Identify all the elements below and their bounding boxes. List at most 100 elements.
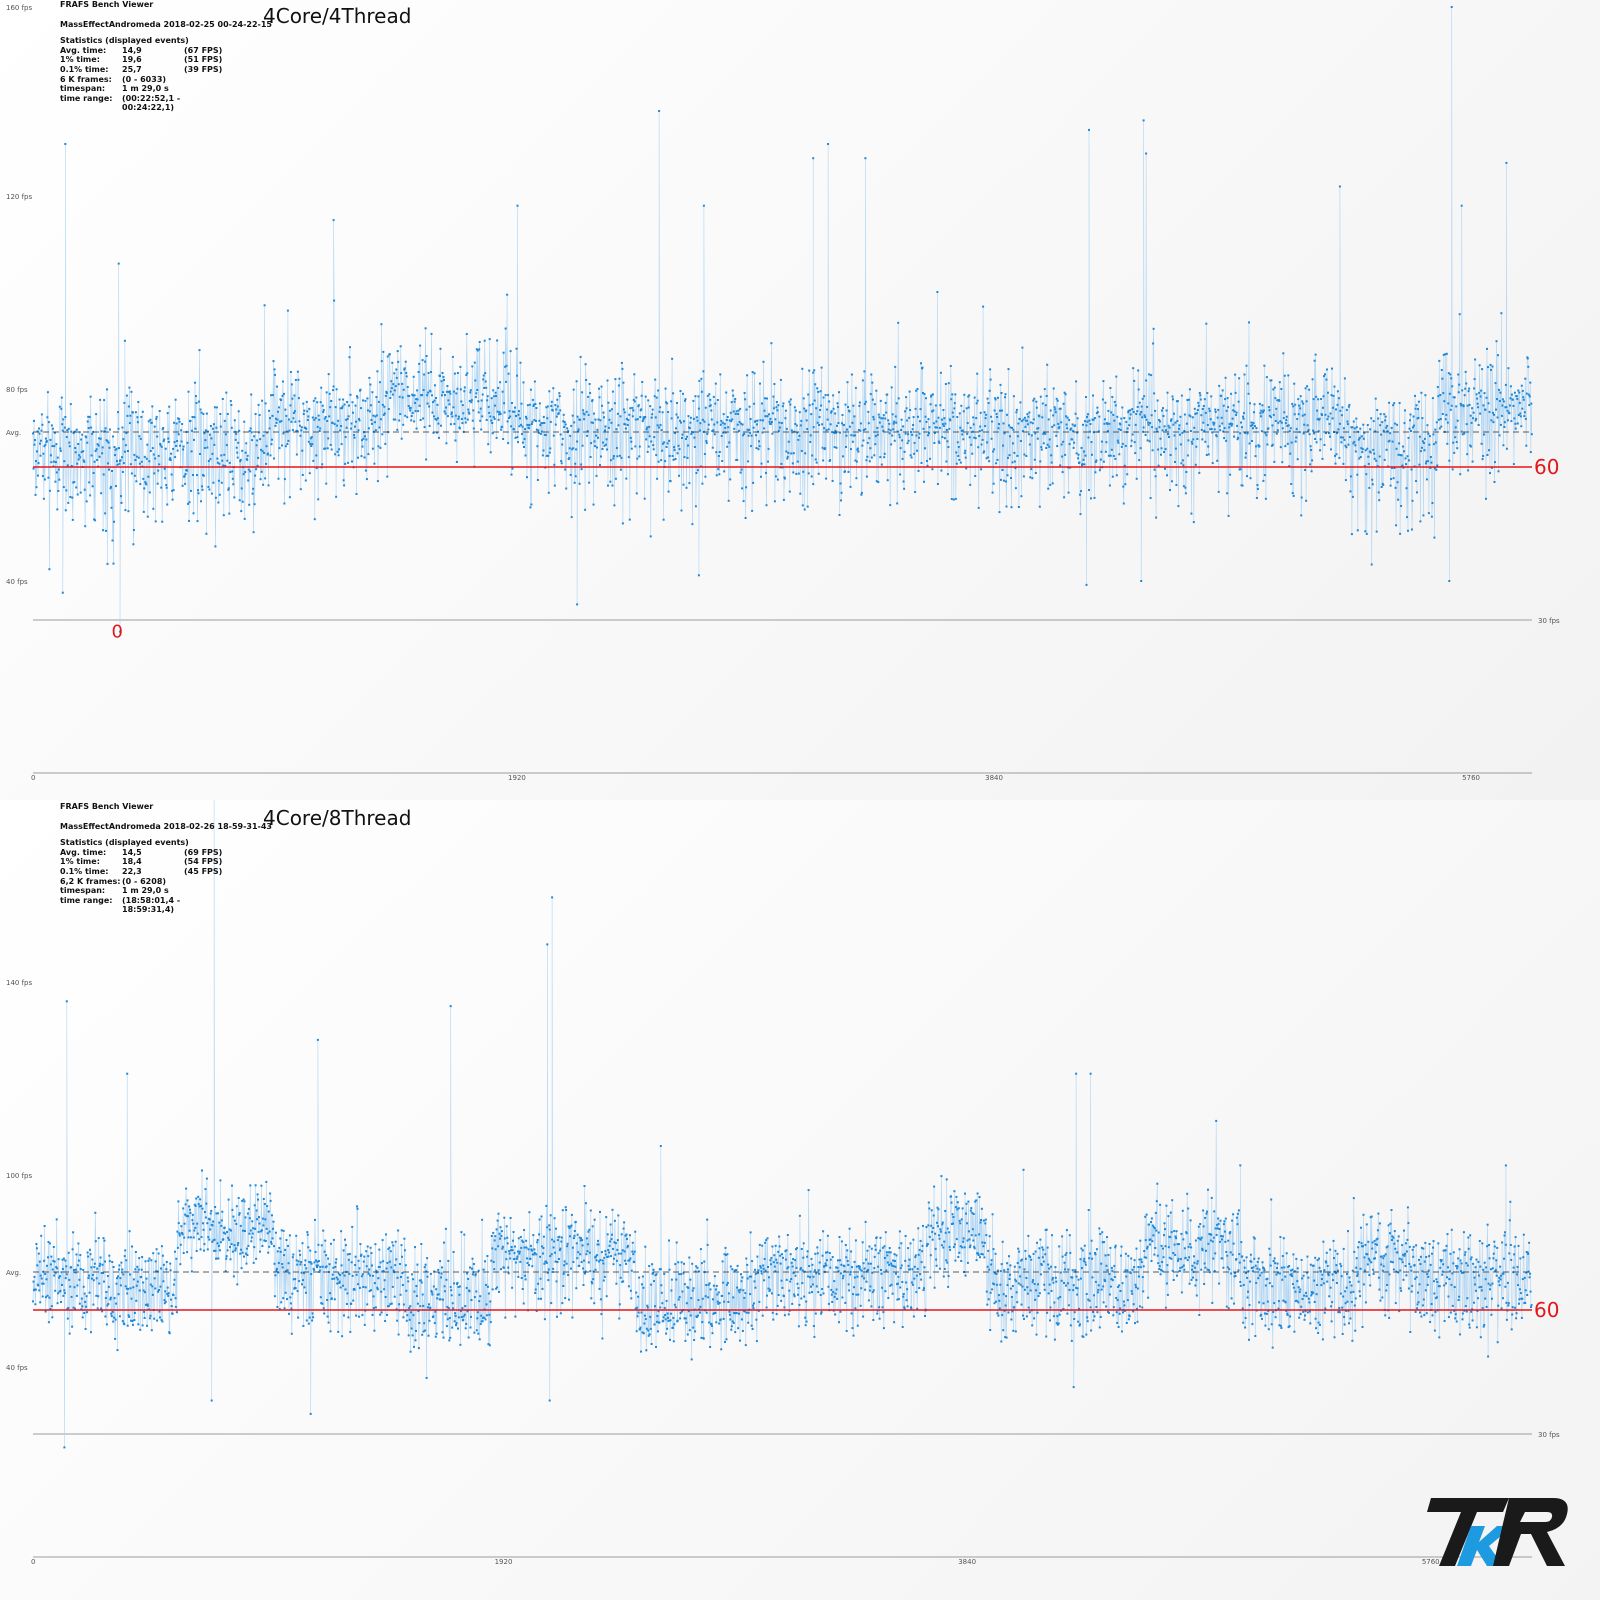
data-point <box>574 462 577 465</box>
data-point <box>565 487 568 490</box>
data-point <box>406 1314 409 1317</box>
data-point <box>1055 397 1058 400</box>
data-point <box>671 455 674 457</box>
data-point <box>1115 474 1118 477</box>
data-point <box>408 395 411 397</box>
data-point <box>1159 420 1161 423</box>
data-point <box>832 394 835 397</box>
data-point <box>628 1234 631 1237</box>
data-point <box>1148 440 1151 443</box>
data-point <box>630 1269 633 1272</box>
data-point <box>492 1231 495 1234</box>
data-point <box>709 398 712 401</box>
data-point <box>230 426 233 429</box>
data-point <box>1466 453 1469 456</box>
data-point <box>929 403 932 406</box>
data-point <box>1416 491 1418 494</box>
data-point <box>429 1306 432 1309</box>
data-point <box>1448 392 1451 395</box>
data-point <box>1029 421 1032 424</box>
data-point <box>787 440 790 443</box>
data-point <box>341 405 344 408</box>
data-point <box>1501 398 1504 401</box>
data-point <box>41 475 44 478</box>
data-point <box>35 486 38 489</box>
data-point <box>369 1246 372 1249</box>
data-point <box>1056 445 1059 448</box>
data-point <box>1251 440 1253 442</box>
data-point <box>756 1255 759 1258</box>
data-point <box>416 389 419 392</box>
data-point <box>506 420 509 423</box>
data-point <box>1225 409 1228 412</box>
data-point <box>1040 446 1043 449</box>
data-point <box>529 1257 532 1260</box>
data-point <box>1234 373 1237 376</box>
data-point <box>814 458 817 461</box>
data-point <box>1084 454 1087 457</box>
data-point <box>655 1346 657 1348</box>
data-point <box>292 1253 295 1256</box>
data-point <box>138 1257 141 1260</box>
data-point <box>384 442 387 445</box>
data-point <box>1126 427 1129 430</box>
data-point <box>1163 451 1165 453</box>
data-point <box>739 407 742 410</box>
data-point <box>929 457 931 460</box>
data-point <box>707 423 710 426</box>
data-point <box>147 420 150 423</box>
data-point <box>367 453 370 456</box>
data-point <box>1122 485 1125 488</box>
data-point <box>486 1285 489 1288</box>
data-point <box>494 1235 497 1238</box>
data-point <box>1071 423 1074 426</box>
data-point <box>1265 376 1268 379</box>
data-point <box>288 1234 291 1237</box>
data-point <box>1317 398 1320 401</box>
data-point <box>807 472 810 475</box>
data-point <box>675 1241 678 1244</box>
data-point <box>252 487 255 490</box>
data-point <box>860 493 863 496</box>
data-point <box>808 1291 811 1294</box>
data-point <box>612 1247 614 1250</box>
data-point <box>616 412 619 415</box>
data-point <box>1279 446 1282 449</box>
data-point <box>88 1291 91 1294</box>
data-point <box>380 323 383 326</box>
data-point <box>301 1242 304 1245</box>
data-point <box>985 457 988 460</box>
data-point <box>643 1314 646 1317</box>
data-point <box>1225 439 1228 442</box>
data-point <box>1272 388 1275 391</box>
data-point <box>917 415 919 418</box>
data-point <box>291 397 294 400</box>
data-point <box>288 1312 290 1315</box>
data-point <box>300 429 303 432</box>
data-point <box>860 1269 863 1272</box>
data-point <box>361 1314 364 1317</box>
data-point <box>91 1258 94 1261</box>
data-point <box>73 1286 76 1289</box>
data-point <box>456 1281 459 1284</box>
data-point <box>247 1207 250 1210</box>
data-point <box>867 1299 870 1302</box>
data-point <box>932 1214 935 1217</box>
data-point <box>760 462 763 465</box>
data-point <box>385 390 388 393</box>
data-point <box>674 432 676 435</box>
data-point <box>850 448 852 451</box>
data-point <box>897 321 900 324</box>
data-point <box>629 407 632 410</box>
data-point <box>154 457 157 460</box>
data-point <box>638 1276 641 1279</box>
data-point <box>1430 515 1433 518</box>
data-point <box>533 1252 536 1254</box>
data-point <box>523 1246 526 1249</box>
data-point <box>94 1211 97 1214</box>
data-point <box>1316 409 1319 412</box>
data-point <box>1091 453 1093 456</box>
data-point <box>155 1248 158 1251</box>
data-point <box>633 1250 636 1253</box>
data-point <box>771 412 774 415</box>
